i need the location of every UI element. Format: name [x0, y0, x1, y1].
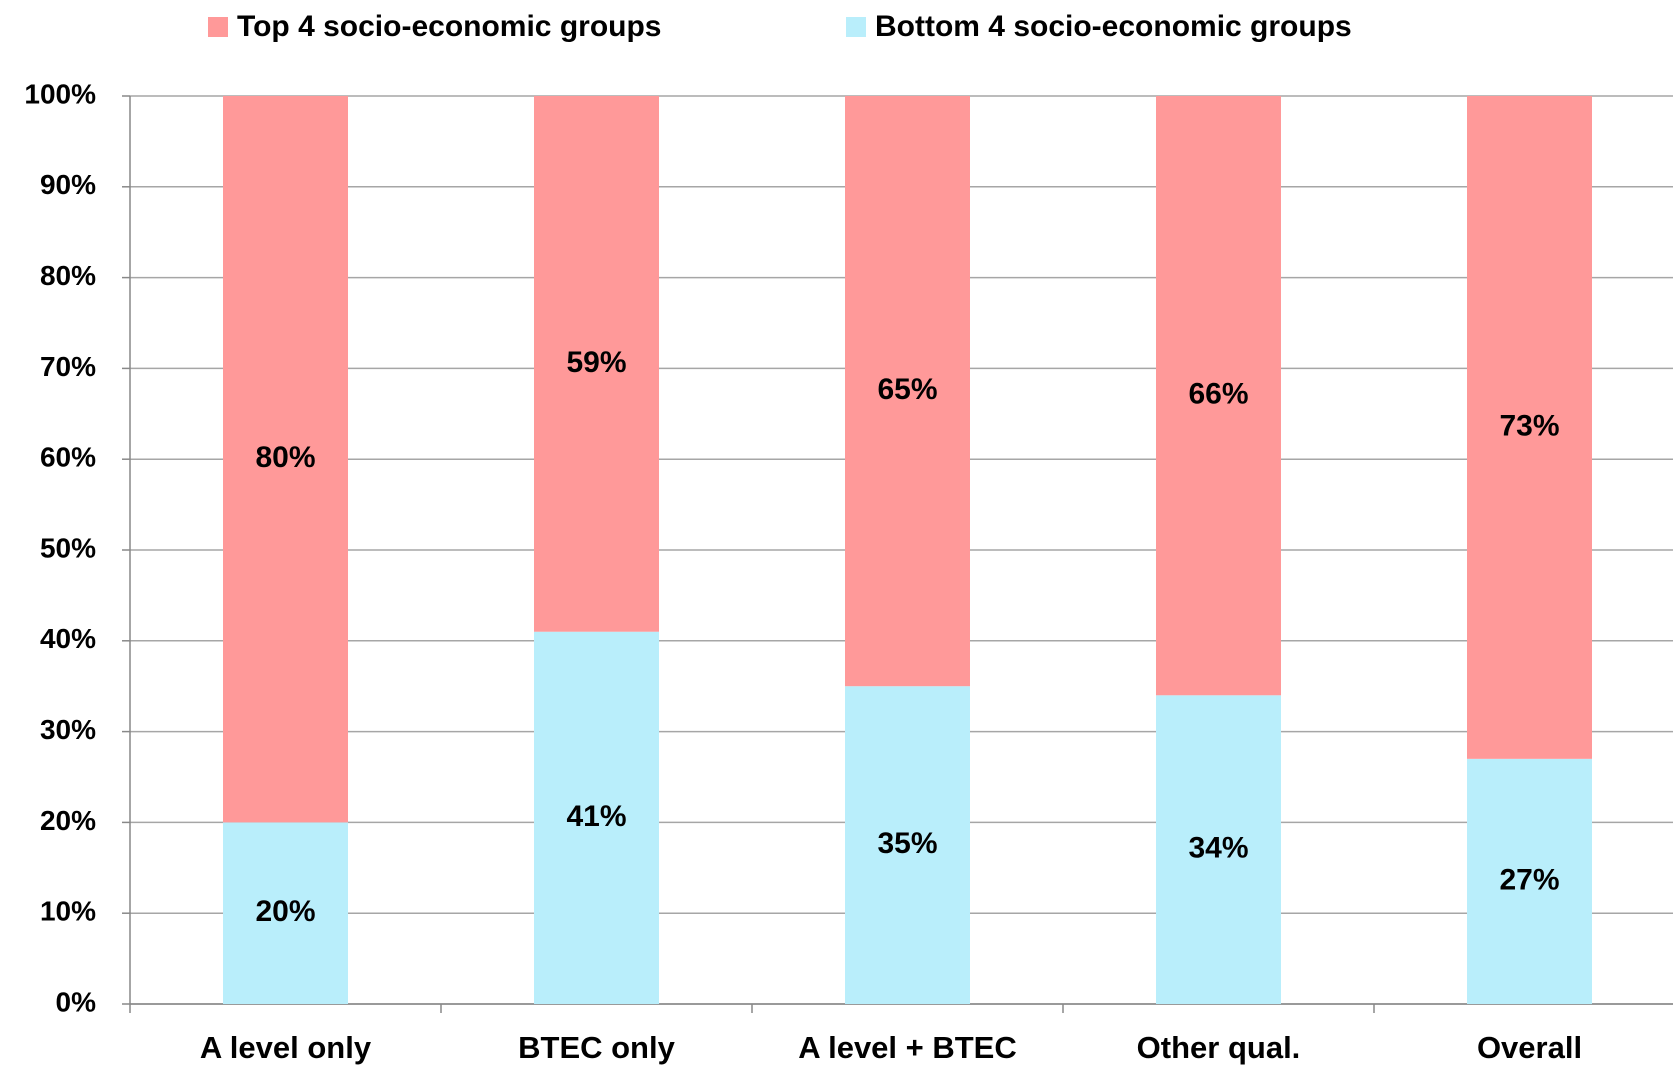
y-tick-label: 10% — [40, 896, 96, 927]
y-tick-label: 70% — [40, 351, 96, 382]
y-tick-label: 40% — [40, 623, 96, 654]
bar-segment — [534, 631, 659, 1004]
y-tick-label: 30% — [40, 714, 96, 745]
legend-label: Top 4 socio-economic groups — [237, 10, 661, 43]
x-tick-label: Other qual. — [1137, 1030, 1301, 1065]
bar-segment — [1467, 758, 1592, 1004]
x-tick-label: A level + BTEC — [798, 1030, 1017, 1065]
bar-segment — [534, 96, 659, 632]
data-label: 80% — [255, 441, 315, 474]
legend-swatch — [208, 17, 228, 37]
bar-segment — [1467, 96, 1592, 759]
y-tick-label: 100% — [24, 78, 96, 109]
bar-segment — [223, 96, 348, 823]
bar-segment — [223, 822, 348, 1004]
y-tick-label: 80% — [40, 260, 96, 291]
bar-segment — [1156, 695, 1281, 1004]
data-label: 59% — [566, 346, 626, 379]
data-label: 66% — [1188, 378, 1248, 411]
y-tick-label: 50% — [40, 532, 96, 563]
legend-label: Bottom 4 socio-economic groups — [875, 10, 1352, 43]
x-tick-label: BTEC only — [518, 1030, 675, 1065]
data-label: 20% — [255, 895, 315, 928]
bar-segment — [845, 686, 970, 1004]
x-tick-label: A level only — [200, 1030, 372, 1065]
y-tick-label: 90% — [40, 169, 96, 200]
data-label: 73% — [1499, 409, 1559, 442]
data-label: 41% — [566, 800, 626, 833]
legend-swatch — [846, 17, 866, 37]
y-tick-label: 20% — [40, 805, 96, 836]
data-label: 35% — [877, 827, 937, 860]
data-label: 65% — [877, 373, 937, 406]
data-label: 27% — [1499, 863, 1559, 896]
bar-segment — [1156, 96, 1281, 696]
x-tick-label: Overall — [1477, 1030, 1582, 1065]
bar-segment — [845, 96, 970, 687]
y-tick-label: 0% — [56, 986, 97, 1017]
data-label: 34% — [1188, 832, 1248, 865]
y-tick-label: 60% — [40, 442, 96, 473]
